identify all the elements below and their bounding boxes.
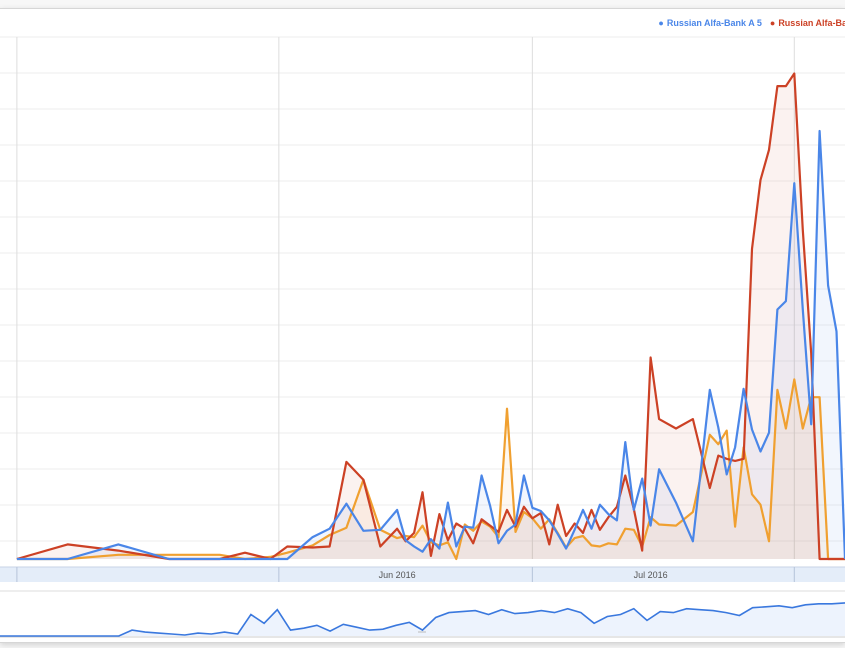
x-axis-band (0, 567, 845, 582)
legend: ● Russian Alfa-Bank A 5 ● Russian Alfa-Ba (650, 18, 845, 38)
x-tick-label: Jun 2016 (379, 570, 416, 580)
legend-dot-icon: ● (658, 18, 664, 28)
legend-item[interactable]: ● Russian Alfa-Bank A 5 (658, 18, 761, 28)
x-tick-label: Jul 2016 (634, 570, 668, 580)
navigator-line (0, 602, 845, 637)
legend-dot-icon: ● (769, 18, 776, 28)
series-line (16, 72, 845, 561)
chart-svg: Jun 2016 Jul 2016 (0, 36, 845, 640)
legend-item[interactable]: ● Russian Alfa-Ba (770, 18, 845, 28)
series-area (16, 379, 845, 559)
legend-label: Russian Alfa-Bank A 5 (666, 18, 762, 28)
navigator-area (0, 602, 845, 636)
series-line (16, 129, 845, 561)
legend-label: Russian Alfa-Ba (778, 18, 845, 28)
chart-frame: ● Russian Alfa-Bank A 5 ● Russian Alfa-Ba J… (0, 8, 845, 643)
